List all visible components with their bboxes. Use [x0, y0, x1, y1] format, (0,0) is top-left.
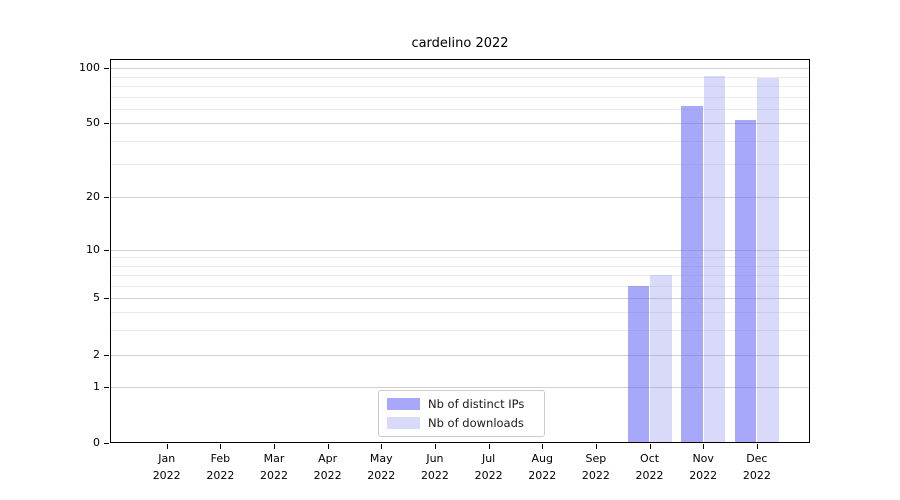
gridline-minor — [111, 164, 809, 166]
legend-swatch-nb-of-distinct-ips — [387, 397, 420, 410]
legend-label: Nb of distinct IPs — [428, 396, 525, 411]
x-tick-label: Feb 2022 — [206, 452, 235, 482]
legend-swatch-nb-of-downloads — [387, 417, 420, 430]
y-tick-label: 1 — [93, 379, 100, 393]
x-tick-label: Jul 2022 — [474, 452, 503, 482]
y-tick-label: 2 — [93, 348, 100, 361]
bar-distinct-ips-dec — [734, 120, 757, 442]
y-tick — [104, 196, 109, 198]
y-tick-label: 100 — [79, 61, 100, 75]
x-tick-label: Mar 2022 — [260, 452, 288, 482]
x-tick-label: Dec 2022 — [742, 452, 771, 482]
gridline-minor — [111, 265, 809, 267]
bar-downloads-oct — [650, 274, 672, 442]
gridline-major — [111, 250, 809, 251]
x-tick-label: Sep 2022 — [581, 452, 610, 482]
x-tick — [703, 444, 705, 449]
x-tick-label: Jun 2022 — [420, 452, 449, 482]
bar-downloads-nov — [703, 75, 726, 442]
gridline-major — [111, 196, 809, 198]
x-tick-label: Jan 2022 — [152, 452, 181, 482]
y-tick — [104, 443, 109, 444]
bar-distinct-ips-nov — [681, 106, 703, 442]
gridline-minor — [111, 76, 809, 78]
gridline-minor — [111, 86, 809, 87]
gridline-major — [111, 298, 809, 300]
gridline-minor — [111, 141, 809, 143]
legend-item: Nb of distinct IPs — [387, 397, 544, 411]
x-tick — [595, 444, 597, 449]
plot-area: Nb of distinct IPs Nb of downloads — [110, 59, 810, 443]
bar-downloads-dec — [757, 77, 779, 442]
gridline-major — [111, 123, 809, 125]
x-tick-label: Aug 2022 — [528, 452, 557, 482]
gridline-minor — [111, 108, 809, 110]
x-tick — [220, 444, 222, 449]
y-tick-label: 0 — [93, 436, 100, 449]
x-tick — [542, 444, 544, 449]
x-tick — [327, 444, 329, 449]
gridline-minor — [111, 257, 809, 259]
y-tick — [104, 250, 109, 251]
x-tick — [381, 444, 383, 449]
x-tick-label: Oct 2022 — [635, 452, 664, 482]
y-tick-label: 20 — [86, 189, 100, 203]
y-tick — [104, 355, 109, 356]
gridline-major — [111, 386, 809, 388]
gridline-minor — [111, 96, 809, 98]
y-tick — [104, 298, 109, 300]
legend: Nb of distinct IPs Nb of downloads — [378, 390, 545, 437]
y-tick-label: 5 — [93, 291, 100, 305]
x-tick — [488, 444, 490, 449]
y-tick — [104, 386, 109, 388]
x-tick — [434, 444, 436, 449]
x-tick — [166, 444, 168, 449]
gridline-minor — [111, 312, 809, 314]
x-tick — [649, 444, 651, 449]
legend-label: Nb of downloads — [428, 416, 524, 431]
x-tick — [756, 444, 758, 449]
y-tick-label: 50 — [86, 116, 100, 130]
y-tick — [104, 123, 109, 125]
gridline-major — [111, 355, 809, 356]
y-tick-label: 10 — [86, 243, 100, 256]
x-tick-label: May 2022 — [367, 452, 396, 482]
x-tick — [274, 444, 275, 449]
bar-distinct-ips-oct — [627, 285, 650, 442]
gridline-major — [111, 68, 809, 70]
gridline-minor — [111, 329, 809, 331]
legend-item: Nb of downloads — [387, 416, 544, 430]
chart-title: cardelino 2022 — [411, 36, 509, 51]
x-tick-label: Apr 2022 — [313, 452, 342, 482]
gridline-minor — [111, 274, 809, 276]
gridline-minor — [111, 285, 809, 287]
x-tick-label: Nov 2022 — [689, 452, 718, 482]
y-tick — [104, 68, 109, 70]
